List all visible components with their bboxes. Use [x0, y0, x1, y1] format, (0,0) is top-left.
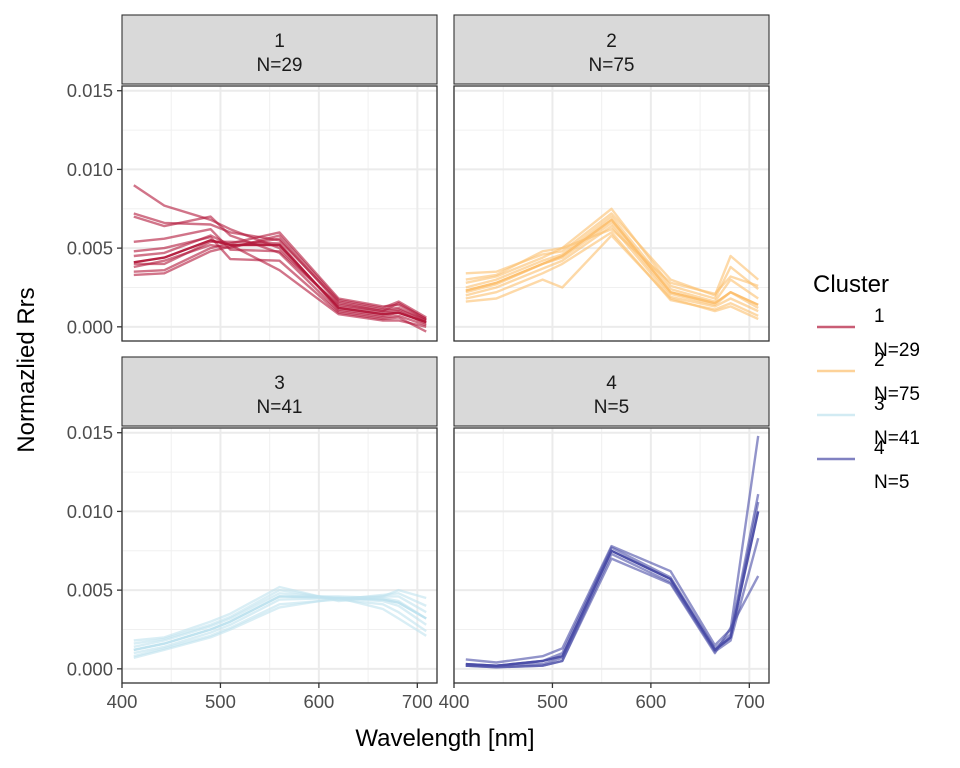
series-group — [465, 207, 759, 321]
series-line — [133, 235, 427, 333]
series-group — [133, 585, 427, 659]
series-line — [133, 596, 427, 655]
panel-border — [453, 427, 770, 684]
legend-title: Cluster — [813, 271, 889, 298]
legend-item-n: N=41 — [874, 428, 920, 449]
series-line — [465, 231, 759, 317]
facet-strip-4 — [453, 356, 770, 427]
facet-strip-n-label: N=75 — [589, 55, 635, 76]
y-tick-label: 0.010 — [67, 501, 113, 522]
legend-item-cluster: 3 — [874, 394, 885, 415]
series-line — [133, 592, 427, 648]
facet-panel-2: 2 N=75 — [453, 14, 770, 342]
legend-item-cluster: 4 — [874, 438, 885, 459]
facet-panel-1: 1 N=29 0.000 0.005 0.010 0.015 — [67, 14, 438, 342]
facet-panel-3: 3 N=41 0.000 0.005 0.010 0.015 400 500 600 700 — [67, 356, 438, 712]
facet-panels: 1 N=29 0.000 0.005 0.010 0.015 2 N=75 3 N=41 0.000… — [67, 14, 770, 712]
legend: Cluster 1 N=292 N=753 N=414 N=5 — [813, 271, 920, 493]
facet-panel-4: 4 N=5 400 500 600 700 — [439, 356, 770, 712]
series-line — [133, 184, 427, 325]
y-axis-title: Normazlied Rrs — [13, 287, 40, 452]
y-tick-label: 0.000 — [67, 316, 113, 337]
series-group — [465, 435, 760, 669]
x-tick-label: 400 — [107, 691, 138, 712]
panel-background — [122, 86, 437, 341]
facet-strip-1 — [121, 14, 438, 85]
series-line — [133, 595, 427, 652]
legend-item-n: N=29 — [874, 340, 920, 361]
legend-item-n: N=5 — [874, 472, 909, 493]
series-group — [133, 184, 427, 333]
x-tick-label: 500 — [537, 691, 568, 712]
series-line — [133, 234, 427, 328]
series-line — [465, 228, 759, 295]
x-tick-label: 700 — [734, 691, 765, 712]
x-tick-label: 700 — [402, 691, 433, 712]
x-tick-label: 400 — [439, 691, 470, 712]
legend-item-3: 3 N=41 — [817, 394, 920, 449]
series-line — [133, 588, 427, 645]
panel-border — [121, 427, 438, 684]
legend-item-1: 1 N=29 — [817, 306, 920, 361]
series-line — [133, 237, 427, 322]
series-line — [133, 231, 427, 321]
series-line — [133, 239, 427, 324]
y-tick-label: 0.005 — [67, 580, 113, 601]
facet-strip-2 — [453, 14, 770, 85]
x-tick-label: 600 — [635, 691, 666, 712]
facet-strip-n-label: N=29 — [257, 55, 303, 76]
facet-strip-cluster-label: 4 — [606, 373, 617, 394]
legend-item-cluster: 1 — [874, 306, 885, 327]
x-tick-label: 600 — [303, 691, 334, 712]
series-line — [465, 215, 759, 303]
panel-border — [121, 85, 438, 342]
series-line — [465, 224, 759, 313]
y-tick-label: 0.000 — [67, 658, 113, 679]
series-line — [465, 234, 759, 321]
panel-border — [453, 85, 770, 342]
facet-strip-n-label: N=41 — [257, 397, 303, 418]
legend-item-4: 4 N=5 — [817, 438, 909, 493]
facet-strip-cluster-label: 3 — [274, 373, 285, 394]
facet-strip-n-label: N=5 — [594, 397, 629, 418]
legend-item-n: N=75 — [874, 384, 920, 405]
series-line — [133, 598, 427, 658]
x-axis-title: Wavelength [nm] — [355, 725, 534, 752]
series-line — [465, 557, 760, 669]
series-line — [133, 585, 427, 642]
facet-strip-3 — [121, 356, 438, 427]
y-tick-label: 0.010 — [67, 159, 113, 180]
series-line — [133, 596, 427, 659]
series-line — [465, 207, 759, 300]
facet-strip-cluster-label: 2 — [606, 31, 617, 52]
y-tick-label: 0.015 — [67, 422, 113, 443]
series-line — [465, 218, 759, 306]
x-tick-label: 500 — [205, 691, 236, 712]
y-tick-label: 0.015 — [67, 80, 113, 101]
legend-item-2: 2 N=75 — [817, 350, 920, 405]
legend-item-cluster: 2 — [874, 350, 885, 371]
facet-strip-cluster-label: 1 — [274, 31, 285, 52]
y-tick-label: 0.005 — [67, 238, 113, 259]
series-line — [465, 511, 760, 667]
